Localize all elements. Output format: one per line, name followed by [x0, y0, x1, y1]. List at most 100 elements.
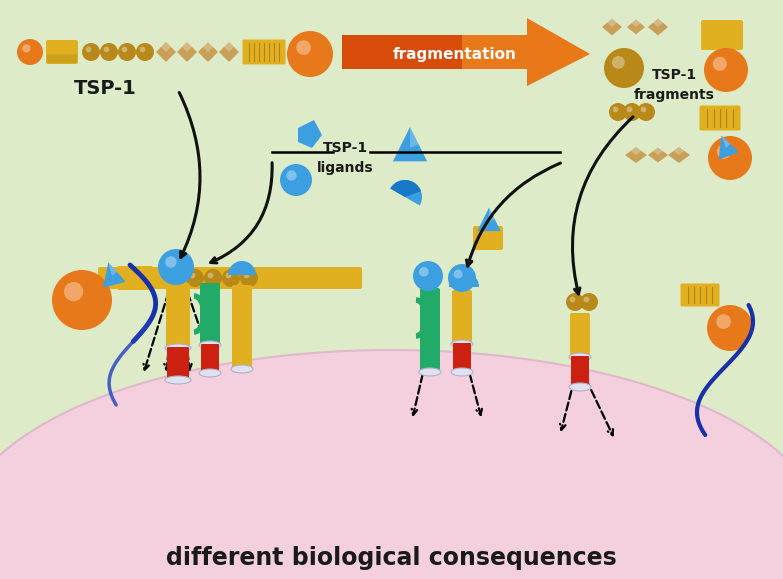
Circle shape	[189, 273, 196, 278]
FancyBboxPatch shape	[200, 283, 220, 347]
Text: different biological consequences: different biological consequences	[166, 546, 616, 570]
Polygon shape	[298, 120, 322, 148]
Ellipse shape	[165, 344, 191, 352]
Circle shape	[707, 305, 753, 351]
Circle shape	[103, 46, 110, 52]
Polygon shape	[410, 127, 419, 148]
Polygon shape	[673, 147, 684, 155]
Polygon shape	[719, 135, 739, 160]
Ellipse shape	[569, 353, 591, 361]
Polygon shape	[648, 148, 668, 163]
Circle shape	[158, 249, 194, 285]
Circle shape	[566, 293, 584, 311]
Ellipse shape	[199, 341, 221, 349]
Wedge shape	[449, 272, 479, 287]
Polygon shape	[182, 42, 192, 52]
Circle shape	[136, 43, 154, 61]
FancyBboxPatch shape	[243, 39, 286, 64]
Circle shape	[713, 57, 727, 71]
Wedge shape	[390, 180, 421, 197]
Polygon shape	[224, 42, 234, 52]
Circle shape	[716, 314, 731, 329]
Circle shape	[716, 145, 731, 159]
FancyBboxPatch shape	[570, 313, 590, 359]
Text: fragmentation: fragmentation	[393, 47, 517, 63]
Polygon shape	[668, 147, 690, 163]
Polygon shape	[648, 19, 668, 35]
FancyBboxPatch shape	[699, 105, 741, 130]
Circle shape	[82, 43, 100, 61]
Polygon shape	[342, 18, 590, 86]
Circle shape	[287, 170, 297, 181]
FancyBboxPatch shape	[166, 283, 190, 350]
Polygon shape	[103, 262, 125, 288]
Circle shape	[604, 48, 644, 88]
Ellipse shape	[451, 368, 473, 376]
Wedge shape	[390, 180, 422, 206]
Polygon shape	[721, 135, 731, 148]
FancyBboxPatch shape	[46, 40, 78, 64]
Polygon shape	[342, 35, 462, 69]
Circle shape	[704, 48, 748, 92]
Circle shape	[100, 43, 118, 61]
FancyBboxPatch shape	[117, 266, 153, 290]
Circle shape	[121, 46, 128, 52]
Circle shape	[165, 256, 177, 267]
FancyBboxPatch shape	[701, 20, 743, 50]
FancyBboxPatch shape	[680, 284, 720, 306]
Circle shape	[118, 43, 136, 61]
Polygon shape	[478, 208, 500, 231]
Ellipse shape	[165, 376, 191, 384]
Polygon shape	[630, 147, 641, 155]
Circle shape	[623, 103, 641, 121]
Circle shape	[569, 296, 576, 302]
Circle shape	[640, 107, 646, 112]
Polygon shape	[177, 42, 197, 62]
Circle shape	[64, 282, 83, 301]
Polygon shape	[203, 42, 213, 52]
Circle shape	[280, 164, 312, 196]
Polygon shape	[653, 19, 663, 27]
Circle shape	[204, 269, 222, 287]
Circle shape	[222, 269, 240, 287]
Circle shape	[296, 40, 311, 55]
Circle shape	[612, 107, 619, 112]
Polygon shape	[393, 127, 427, 162]
FancyBboxPatch shape	[47, 54, 77, 63]
Polygon shape	[108, 262, 117, 276]
Circle shape	[580, 293, 598, 311]
Polygon shape	[602, 19, 622, 35]
Polygon shape	[219, 42, 239, 62]
Polygon shape	[161, 42, 171, 52]
FancyBboxPatch shape	[420, 288, 440, 374]
Circle shape	[244, 273, 249, 278]
Polygon shape	[156, 42, 176, 62]
Polygon shape	[489, 208, 495, 222]
Circle shape	[22, 44, 31, 53]
Circle shape	[226, 273, 231, 278]
Circle shape	[207, 273, 213, 278]
Polygon shape	[198, 42, 218, 62]
Circle shape	[609, 103, 627, 121]
Ellipse shape	[0, 350, 783, 579]
Circle shape	[612, 56, 625, 69]
Text: TSP-1
ligands: TSP-1 ligands	[316, 141, 373, 175]
Circle shape	[583, 296, 590, 302]
FancyBboxPatch shape	[232, 285, 252, 371]
Text: TSP-1: TSP-1	[74, 79, 136, 97]
Circle shape	[17, 39, 43, 65]
Polygon shape	[632, 20, 640, 27]
Circle shape	[85, 46, 92, 52]
Polygon shape	[627, 20, 645, 35]
Circle shape	[287, 31, 333, 77]
Circle shape	[453, 270, 463, 278]
Polygon shape	[625, 147, 647, 163]
Circle shape	[139, 46, 146, 52]
Polygon shape	[607, 19, 617, 27]
FancyBboxPatch shape	[473, 226, 503, 250]
FancyBboxPatch shape	[167, 347, 189, 381]
Ellipse shape	[451, 340, 473, 348]
FancyBboxPatch shape	[452, 290, 472, 346]
Circle shape	[419, 267, 428, 277]
Circle shape	[626, 107, 633, 112]
